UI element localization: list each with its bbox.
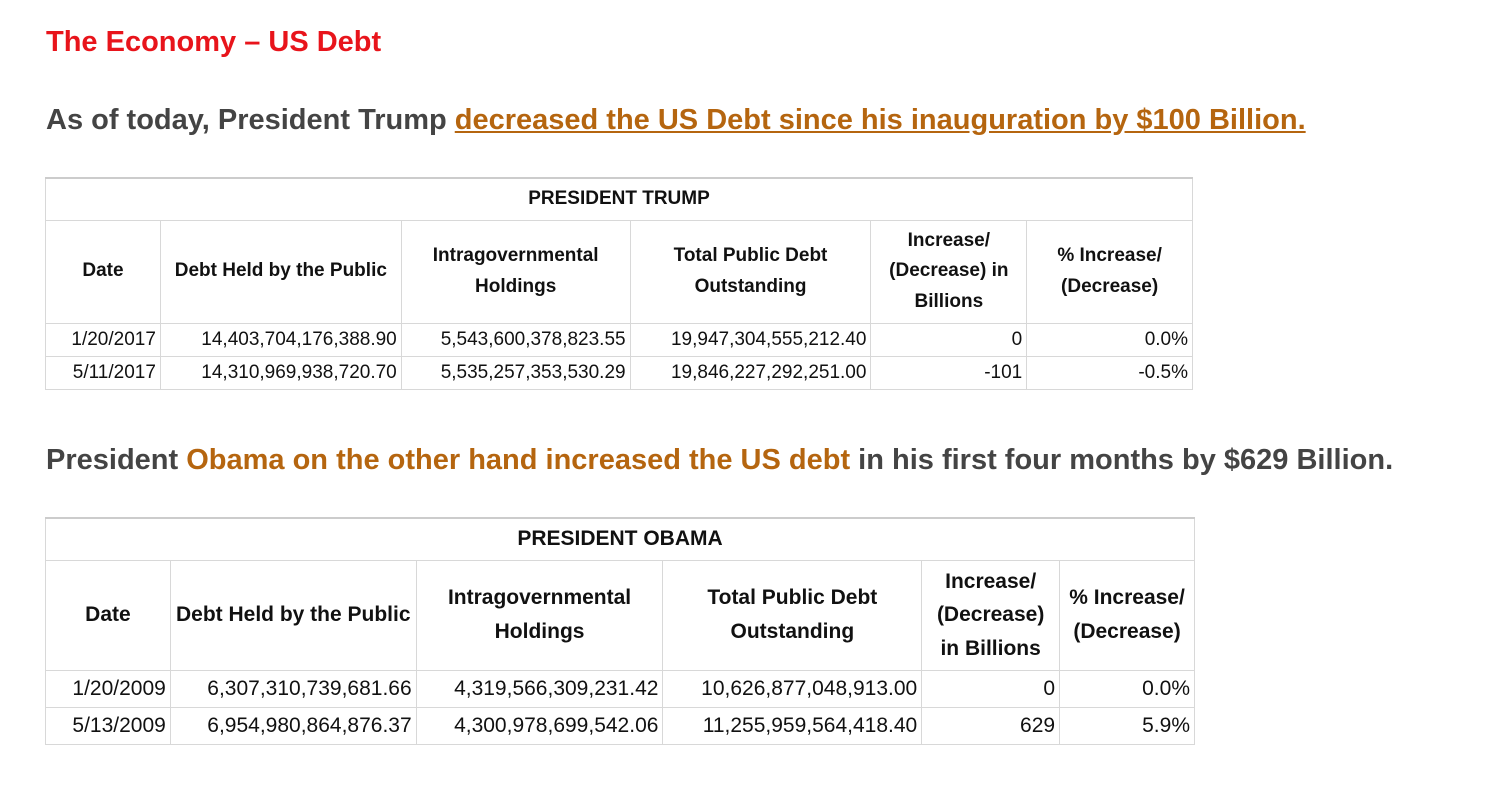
data-cell: 5.9%	[1059, 706, 1195, 745]
data-cell: 5/11/2017	[45, 355, 161, 390]
data-cell: 4,300,978,699,542.06	[415, 706, 664, 745]
data-cell: 0.0%	[1026, 322, 1193, 357]
data-cell: 19,947,304,555,212.40	[629, 322, 872, 357]
page-title: The Economy – US Debt	[46, 26, 382, 58]
data-cell: 0	[870, 322, 1028, 357]
data-row: 1/20/2009 6,307,310,739,681.66 4,319,566,3…	[45, 669, 1195, 708]
data-cell: 0	[921, 669, 1061, 708]
column-header: Date	[45, 559, 171, 671]
data-cell: 10,626,877,048,913.00	[662, 669, 923, 708]
data-cell: 14,403,704,176,388.90	[159, 322, 402, 357]
data-cell: 6,954,980,864,876.37	[169, 706, 417, 745]
obama-text-after: in his first four months by $629 Billion…	[850, 444, 1394, 476]
data-row: 1/20/2017 14,403,704,176,388.90 5,543,600,…	[45, 322, 1193, 357]
intro-paragraph: As of today, President Trump decreased t…	[46, 104, 1306, 137]
intro-text: As of today, President Trump	[46, 104, 455, 136]
column-header: Increase/ (Decrease) in Billions	[870, 219, 1028, 324]
data-cell: 19,846,227,292,251.00	[629, 355, 872, 390]
table-title: PRESIDENT TRUMP	[45, 177, 1193, 221]
column-header: Debt Held by the Public	[169, 559, 417, 671]
column-header: Increase/ (Decrease) in Billions	[921, 559, 1061, 671]
data-cell: 5,543,600,378,823.55	[400, 322, 631, 357]
column-header: Date	[45, 219, 161, 324]
data-cell: 0.0%	[1059, 669, 1195, 708]
data-cell: 1/20/2009	[45, 669, 171, 708]
obama-paragraph: President Obama on the other hand increa…	[46, 444, 1393, 477]
column-header: % Increase/ (Decrease)	[1026, 219, 1193, 324]
column-header: % Increase/ (Decrease)	[1059, 559, 1195, 671]
data-row: 5/13/2009 6,954,980,864,876.37 4,300,978,6…	[45, 706, 1195, 745]
header-row: Date Debt Held by the Public Intragovernme…	[45, 559, 1195, 671]
data-row: 5/11/2017 14,310,969,938,720.70 5,535,257,…	[45, 355, 1193, 390]
header-row: Date Debt Held by the Public Intragovernme…	[45, 219, 1193, 324]
intro-link[interactable]: decreased the US Debt since his inaugura…	[454, 104, 1306, 136]
data-cell: 5/13/2009	[45, 706, 171, 745]
column-header: Total Public Debt Outstanding	[629, 219, 872, 324]
obama-table: PRESIDENT OBAMA Date Debt Held by the Publ…	[45, 517, 1195, 745]
data-cell: 1/20/2017	[45, 322, 161, 357]
data-cell: 4,319,566,309,231.42	[415, 669, 664, 708]
column-header: Debt Held by the Public	[159, 219, 402, 324]
column-header: Intragovernmental Holdings	[400, 219, 631, 324]
data-cell: -0.5%	[1026, 355, 1193, 390]
title-row: PRESIDENT OBAMA	[45, 517, 1195, 561]
data-cell: -101	[870, 355, 1028, 390]
obama-highlight: Obama on the other hand increased the US…	[186, 444, 851, 476]
table-title: PRESIDENT OBAMA	[45, 517, 1195, 561]
data-cell: 11,255,959,564,418.40	[662, 706, 923, 745]
title-row: PRESIDENT TRUMP	[45, 177, 1193, 221]
data-cell: 5,535,257,353,530.29	[400, 355, 631, 390]
column-header: Intragovernmental Holdings	[415, 559, 664, 671]
data-cell: 629	[921, 706, 1061, 745]
obama-text-before: President	[46, 444, 187, 476]
trump-table: PRESIDENT TRUMP Date Debt Held by the Publ…	[45, 177, 1193, 390]
data-cell: 6,307,310,739,681.66	[169, 669, 417, 708]
data-cell: 14,310,969,938,720.70	[159, 355, 402, 390]
column-header: Total Public Debt Outstanding	[662, 559, 923, 671]
